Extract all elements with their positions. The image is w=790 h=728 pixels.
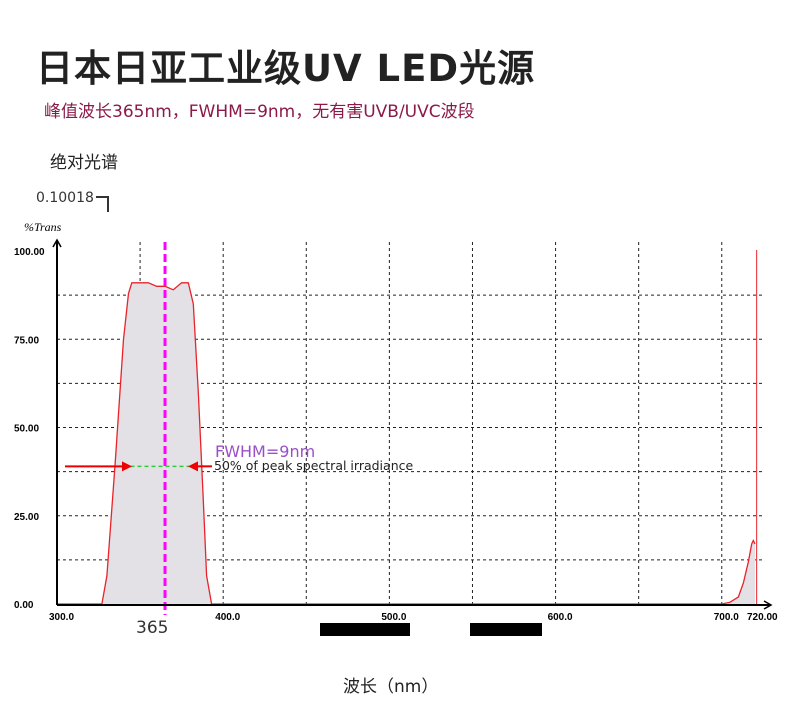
redaction-bar	[320, 623, 410, 636]
fwhm-label: FWHM=9nm	[215, 442, 315, 461]
scale-bracket	[96, 196, 109, 212]
y-tick-label: 0.00	[14, 600, 34, 611]
x-tick-label: 700.0	[714, 612, 739, 623]
x-tick-label: 400.0	[215, 612, 240, 623]
page-title: 日本日亚工业级UV LED光源	[36, 47, 536, 90]
peak-label: 365	[136, 618, 168, 638]
y-axis-label: %Trans	[24, 220, 62, 234]
x-tick-label: 300.0	[49, 612, 74, 623]
y-tick-label: 25.00	[14, 512, 39, 523]
x-tick-label: 500.0	[381, 612, 406, 623]
redaction-bar	[470, 623, 542, 636]
fwhm-note: 50% of peak spectral irradiance	[214, 458, 413, 473]
chart-title: 绝对光谱	[50, 153, 118, 173]
y-axis-arrow	[52, 238, 62, 248]
x-tick-label: 600.0	[548, 612, 573, 623]
spectrum-line	[57, 282, 756, 605]
y-tick-label: 75.00	[14, 335, 39, 346]
y-tick-label: 100.00	[14, 247, 45, 258]
x-axis-arrow	[763, 600, 773, 610]
x-axis-label: 波长（nm）	[343, 677, 439, 697]
scale-value: 0.10018	[36, 190, 94, 206]
y-tick-label: 50.00	[14, 424, 39, 435]
arrow-head-icon	[122, 461, 132, 472]
spectrum-area	[57, 282, 755, 604]
arrow-head-icon	[188, 461, 198, 472]
page-subtitle: 峰值波长365nm，FWHM=9nm，无有害UVB/UVC波段	[44, 102, 475, 122]
x-tick-label: 720.00	[747, 612, 778, 623]
